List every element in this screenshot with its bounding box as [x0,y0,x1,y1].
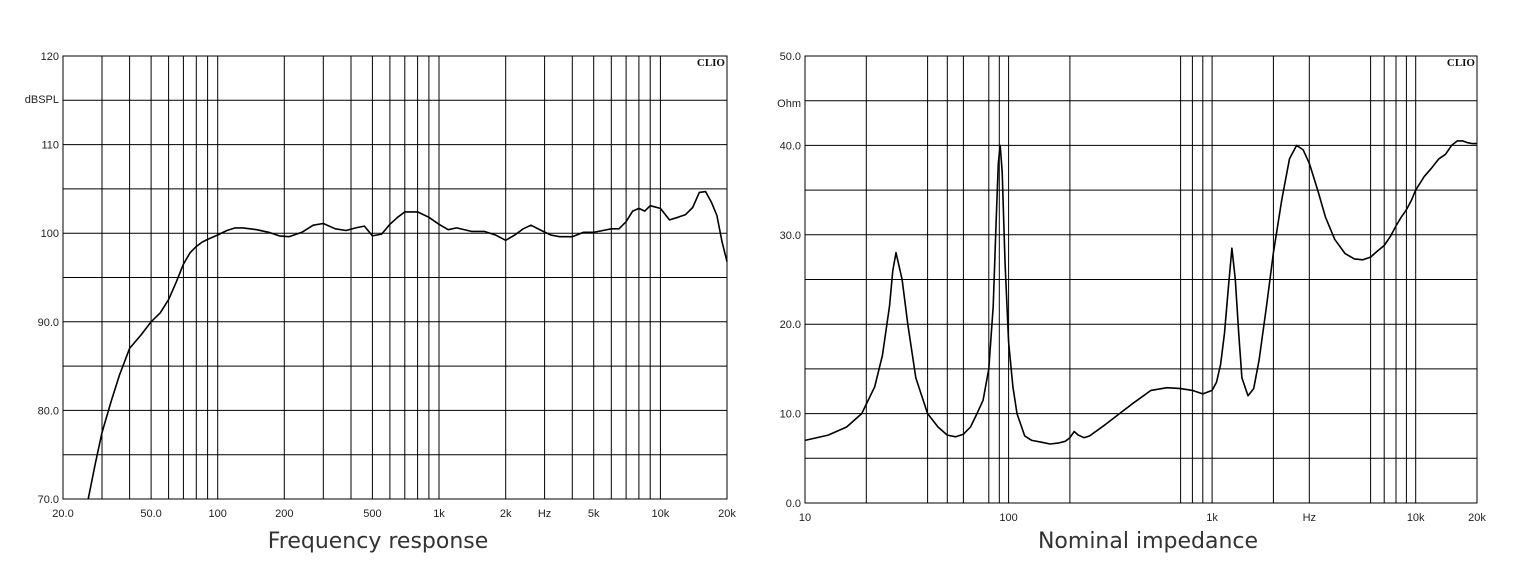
y-tick-label: 40.0 [780,140,801,152]
y-tick-label: 80.0 [38,405,59,417]
x-tick-label: 100 [999,512,1017,524]
y-tick-label: 120 [41,51,59,63]
x-tick-label: 5k [588,508,600,520]
x-tick-label: 10k [1407,512,1425,524]
x-tick-label: Hz [538,508,551,520]
clio-brand-label: CLIO [1447,57,1476,69]
series-line [804,140,1477,445]
impedance-caption: Nominal impedance [1038,529,1258,554]
x-tick-label: 200 [275,508,293,520]
y-unit-label: dBSPL [25,94,59,106]
x-tick-label: 20.0 [52,508,73,520]
x-tick-label: 20k [1468,512,1486,524]
y-unit-label: Ohm [777,98,801,110]
y-tick-label: 10.0 [780,409,801,421]
frequency-response-caption: Frequency response [268,529,489,554]
y-tick-label: 100 [41,228,59,240]
y-tick-label: 0.0 [786,498,801,510]
x-tick-label: 50.0 [140,508,161,520]
y-tick-label: 30.0 [780,230,801,242]
x-tick-label: 1k [433,508,445,520]
x-tick-label: 100 [209,508,227,520]
x-tick-label: 1k [1206,512,1218,524]
x-tick-label: Hz [1303,512,1316,524]
impedance-chart: 50.0 40.0 30.0 20.0 10.0 0.0 Ohm 10 100 1k Hz 10k 20… [777,51,1486,524]
frequency-response-chart: 120 110 100 90.0 80.0 70.0 dBSPL 20.0 50.0 100 200… [25,51,737,520]
plot-frame [62,55,728,500]
series-line [87,190,728,500]
y-tick-label: 70.0 [38,494,59,506]
y-tick-label: 90.0 [38,317,59,329]
x-tick-label: 10k [652,508,670,520]
y-tick-label: 110 [41,140,59,152]
x-tick-label: 2k [500,508,512,520]
x-tick-label: 500 [363,508,381,520]
clio-brand-label: CLIO [697,57,726,69]
y-tick-label: 50.0 [780,51,801,63]
x-tick-label: 10 [799,512,811,524]
x-tick-label: 20k [718,508,736,520]
plot-frame [804,55,1478,504]
y-tick-label: 20.0 [780,319,801,331]
